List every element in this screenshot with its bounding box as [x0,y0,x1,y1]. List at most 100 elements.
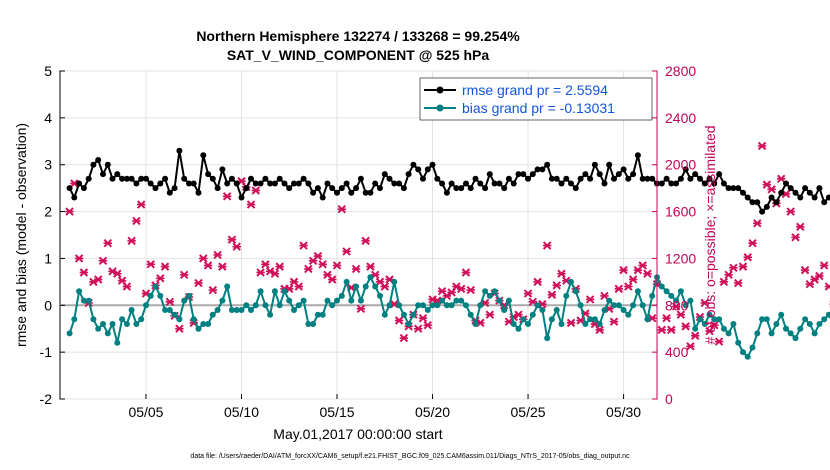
assimilated-obs-point [304,264,313,274]
assimilated-obs-point [767,185,776,194]
bias-point [319,311,326,318]
bias-point [190,316,197,323]
rmse-point [310,189,317,196]
rmse-point [171,185,178,192]
rmse-point [740,189,746,196]
rmse-point [806,189,813,196]
bias-point [295,302,302,309]
bias-point [697,316,703,323]
rmse-point [190,180,197,187]
bias-point [104,330,111,337]
bias-point [482,288,489,295]
assimilated-obs-point [461,268,471,277]
bias-point [357,297,364,304]
assimilated-obs-point [595,325,604,335]
bias-point [816,321,823,327]
bias-point [138,316,145,323]
rmse-point [200,152,207,159]
rmse-point [692,171,699,178]
assimilated-obs-point [227,235,237,244]
legend-rmse-marker [436,86,444,94]
assimilated-obs-point [342,247,351,256]
rmse-point [825,194,830,201]
assimilated-obs-point [194,278,203,288]
bias-point [386,302,393,309]
bias-point [372,283,379,290]
rmse-point [262,175,269,182]
bias-point [558,321,565,327]
rmse-point [367,189,374,196]
assimilated-obs-point [256,268,265,277]
assimilated-obs-point [557,269,566,278]
rmse-point [754,199,761,206]
bias-point [147,292,154,299]
y-right-tick-label: 400 [665,344,689,360]
bias-point [348,297,355,304]
bias-point [453,297,460,304]
bias-point [391,278,398,285]
bias-point [143,302,149,309]
assimilated-obs-point [456,284,466,294]
rmse-point [477,180,484,187]
bias-point [429,302,436,309]
rmse-point [248,175,254,182]
bias-point [706,311,713,318]
bias-point [797,325,804,332]
x-tick-label: 05/20 [415,404,450,420]
rmse-point [334,189,340,196]
rmse-point [400,185,407,192]
bias-point [410,311,417,318]
bias-point [448,302,455,309]
rmse-point [792,189,799,196]
legend-bias-marker [436,104,444,112]
bias-point [501,307,508,313]
bias-point [477,302,484,309]
bias-point [577,302,584,309]
bias-point [405,321,412,327]
bias-point [228,307,235,313]
y-left-tick-label: 2 [44,204,52,220]
rmse-point [611,175,617,182]
assimilated-obs-point [628,275,638,284]
rmse-point [233,180,240,187]
y-left-tick-label: 1 [44,250,52,266]
rmse-point [224,180,231,187]
rmse-point [362,189,369,196]
x-tick-label: 05/05 [128,404,163,420]
assimilated-obs-point [299,241,308,250]
rmse-point [343,180,350,187]
rmse-point [214,185,221,192]
assimilated-obs-point [600,291,609,301]
assimilated-obs-point [552,281,561,290]
assimilated-obs-point [74,254,84,263]
legend-rmse-label: rmse grand pr = 2.5594 [462,82,608,98]
assimilated-obs-point [113,269,122,278]
assimilated-obs-point [251,186,261,195]
bias-point [186,292,192,299]
rmse-point [572,185,579,192]
rmse-point [630,171,637,178]
assimilated-obs-point [270,269,280,278]
rmse-point [128,175,135,182]
rmse-point [329,185,336,192]
bias-point [162,307,169,313]
rmse-point [625,175,632,182]
rmse-point [463,180,469,187]
assimilated-obs-point [819,261,829,270]
bias-point [353,283,360,290]
rmse-point [119,175,126,182]
rmse-point [553,175,560,182]
rmse-point [706,175,713,182]
rmse-point [787,185,794,192]
assimilated-obs-point [122,282,132,291]
y-right-tick-label: 1200 [665,250,696,266]
rmse-point [166,189,173,196]
bias-point [128,307,135,313]
bias-point [611,302,617,309]
rmse-point [663,175,670,182]
rmse-point [305,180,312,187]
rmse-point [529,171,536,178]
chart-title-line2: SAT_V_WIND_COMPONENT @ 525 hPa [227,47,490,63]
rmse-point [133,180,140,187]
